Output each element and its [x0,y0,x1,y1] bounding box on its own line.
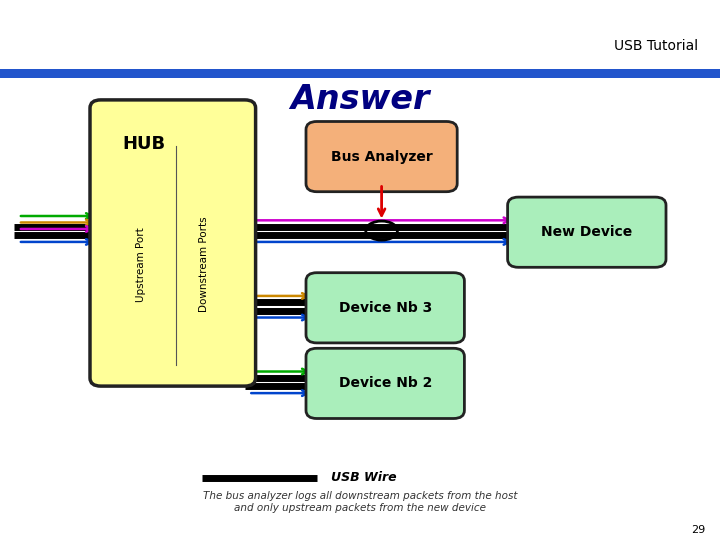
Text: Device Nb 3: Device Nb 3 [338,301,432,315]
FancyBboxPatch shape [90,100,256,386]
Bar [0,0,720,70]
Text: Device Nb 2: Device Nb 2 [338,376,432,390]
Text: Answer: Answer [290,83,430,117]
Text: USB Wire: USB Wire [331,471,397,484]
Text: The bus analyzer logs all downstream packets from the host
and only upstream pac: The bus analyzer logs all downstream pac… [203,491,517,513]
Text: 29: 29 [691,524,706,535]
FancyBboxPatch shape [508,197,666,267]
Text: New Device: New Device [541,225,632,239]
Bar [0,69,720,78]
FancyBboxPatch shape [306,122,457,192]
Text: USB Tutorial: USB Tutorial [614,39,698,53]
Text: Downstream Ports: Downstream Ports [199,217,210,313]
Text: Bus Analyzer: Bus Analyzer [330,150,433,164]
FancyBboxPatch shape [306,348,464,418]
Text: HUB: HUB [122,135,166,153]
Text: Upstream Port: Upstream Port [136,227,146,302]
FancyBboxPatch shape [306,273,464,343]
